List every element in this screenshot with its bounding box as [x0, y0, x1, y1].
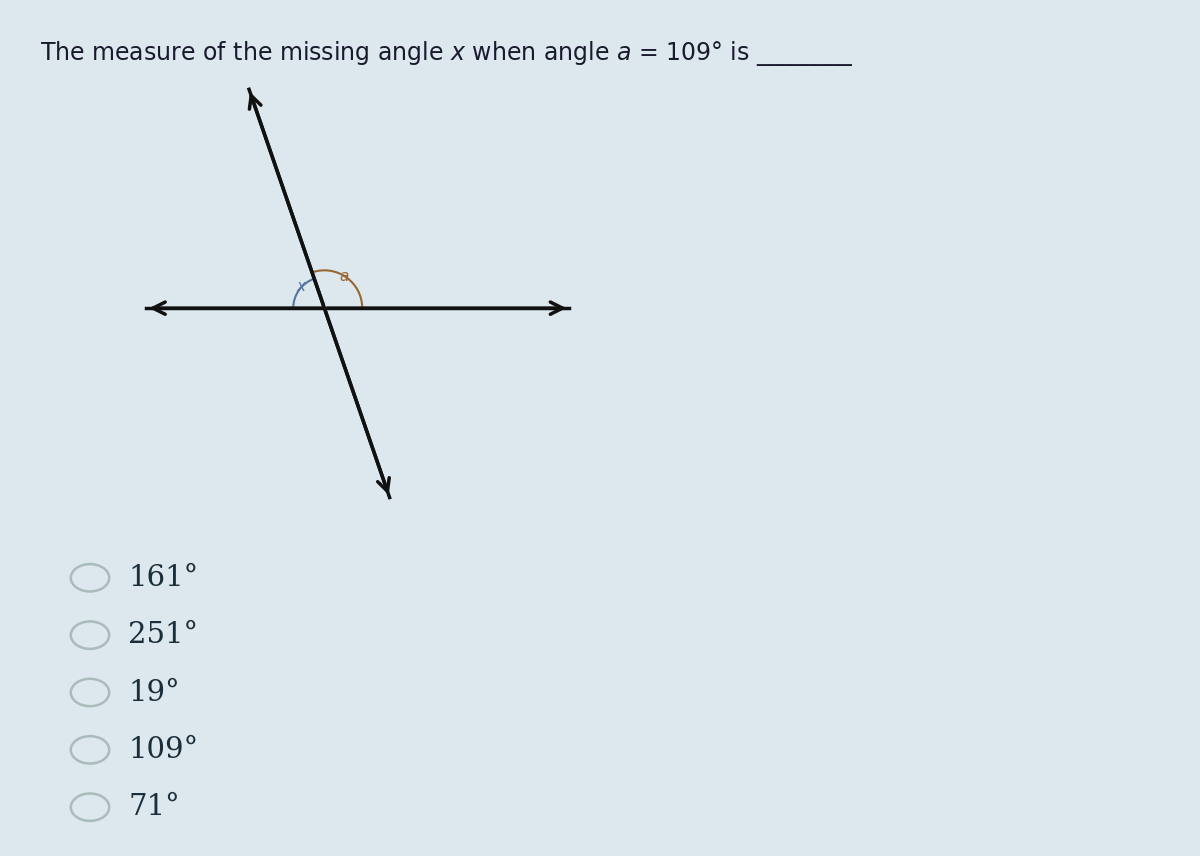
Text: 19°: 19° [128, 679, 180, 706]
Text: 109°: 109° [128, 736, 198, 764]
Text: 71°: 71° [128, 794, 180, 821]
Text: 161°: 161° [128, 564, 198, 591]
Text: The measure of the missing angle $x$ when angle $a$ = 109° is ________: The measure of the missing angle $x$ whe… [40, 39, 853, 68]
Text: 251°: 251° [128, 621, 198, 649]
Text: $x$: $x$ [296, 280, 308, 294]
Text: $a$: $a$ [338, 270, 349, 283]
